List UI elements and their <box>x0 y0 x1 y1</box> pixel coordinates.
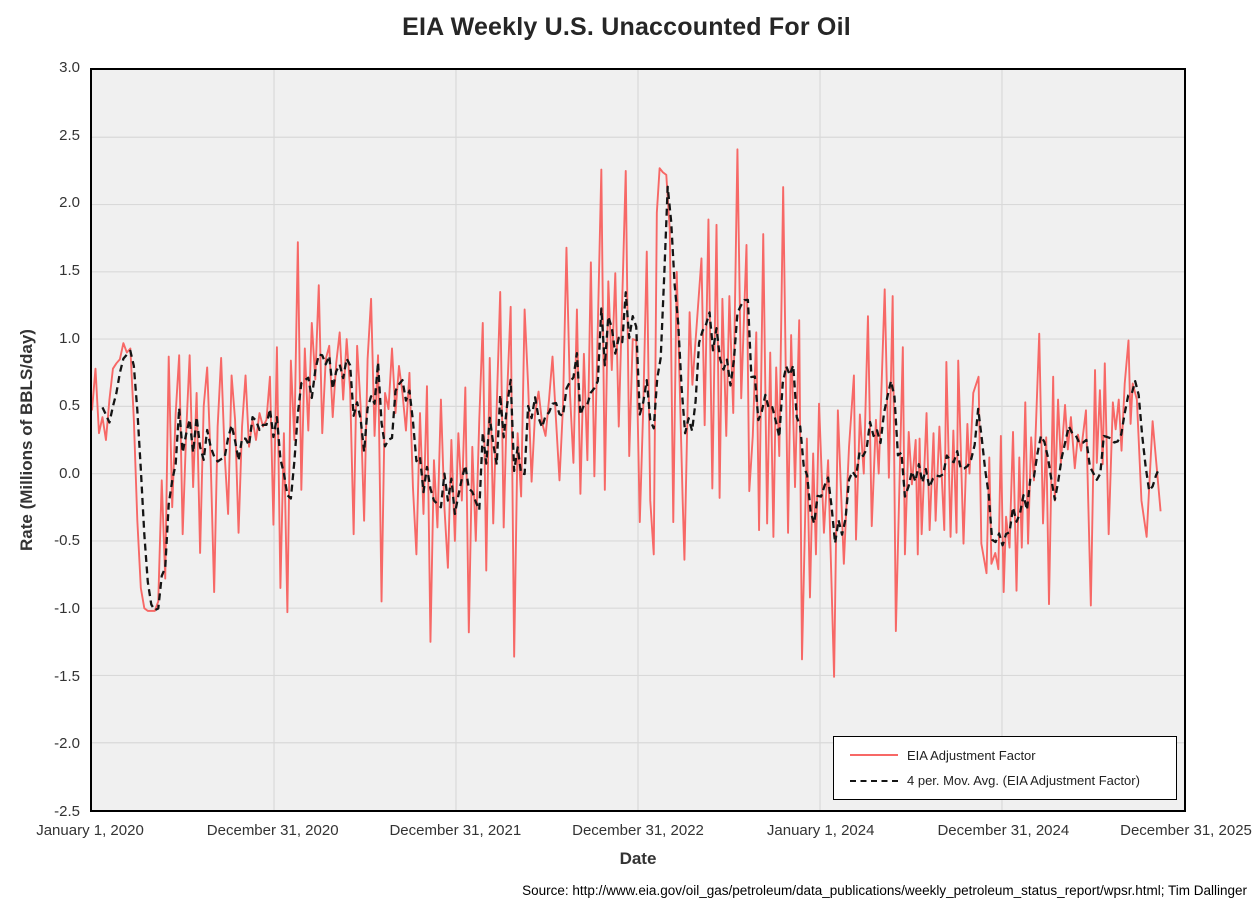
solid-red-line-swatch <box>850 754 898 757</box>
legend-label: EIA Adjustment Factor <box>907 747 1036 763</box>
x-tick-label: December 31, 2024 <box>937 822 1070 839</box>
legend-label: 4 per. Mov. Avg. (EIA Adjustment Factor) <box>907 773 1140 789</box>
y-tick-label: -0.5 <box>54 532 80 550</box>
y-tick-label: -1.0 <box>54 600 80 618</box>
y-tick-label: 2.0 <box>59 194 80 212</box>
y-tick-label: 2.5 <box>59 126 80 144</box>
chart-title: EIA Weekly U.S. Unaccounted For Oil <box>402 13 851 41</box>
dashed-black-line-swatch <box>850 779 898 782</box>
y-tick-label: 1.5 <box>59 261 80 279</box>
plot-area <box>90 68 1186 812</box>
y-tick-label: -1.5 <box>54 667 80 685</box>
y-tick-label: 0.5 <box>59 397 80 415</box>
y-tick-label: 0.0 <box>59 464 80 482</box>
x-tick-label: January 1, 2024 <box>766 822 875 839</box>
x-axis-title: Date <box>619 849 657 868</box>
source-text: Source: http://www.eia.gov/oil_gas/petro… <box>522 883 1247 898</box>
eia-adjustment-factor-line <box>92 148 1162 678</box>
plot-svg <box>92 70 1184 810</box>
y-tick-label: 1.0 <box>59 329 80 347</box>
x-tick-label: January 1, 2020 <box>36 822 144 839</box>
legend: EIA Adjustment Factor 4 per. Mov. Avg. (… <box>833 736 1177 800</box>
y-axis-title: Rate (Millions of BBLS/day) <box>17 329 36 551</box>
x-tick-label: December 31, 2022 <box>572 822 704 839</box>
x-tick-label: December 31, 2025 <box>1120 822 1252 839</box>
moving-average-line <box>101 185 1161 612</box>
y-tick-label: 3.0 <box>59 59 80 76</box>
y-tick-label: -2.5 <box>54 803 80 820</box>
legend-item-eia-adjustment-factor: EIA Adjustment Factor <box>834 748 1176 763</box>
legend-item-moving-average: 4 per. Mov. Avg. (EIA Adjustment Factor) <box>834 773 1176 788</box>
x-tick-label: December 31, 2020 <box>206 822 339 839</box>
y-tick-label: -2.0 <box>54 735 80 753</box>
x-tick-label: December 31, 2021 <box>389 822 522 839</box>
